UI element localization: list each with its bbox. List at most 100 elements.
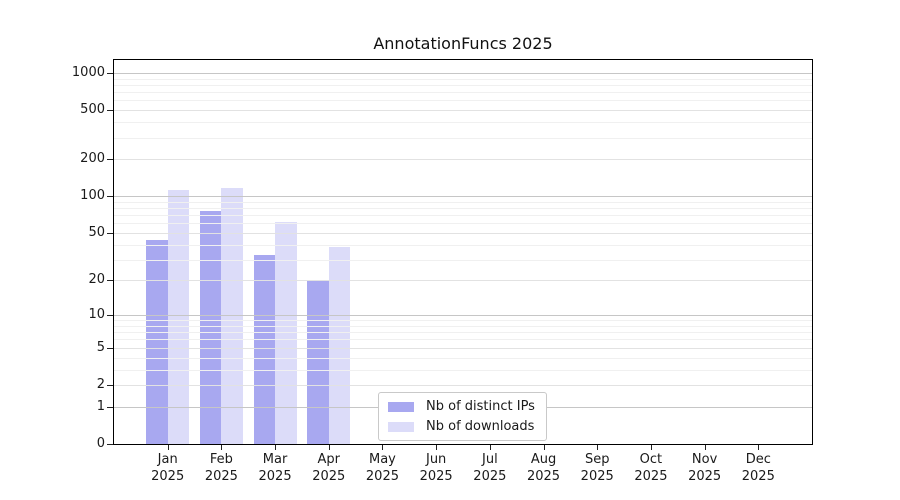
- bar-downloads-feb: [221, 188, 243, 444]
- x-tick-label-year: 2025: [365, 469, 399, 484]
- gridline-y-90: [114, 202, 812, 203]
- x-tick-label-month: Apr: [317, 452, 341, 467]
- x-tick-label-aug: Aug 2025: [512, 451, 576, 485]
- x-tick-jun: [436, 445, 438, 450]
- x-tick-label-year: 2025: [473, 469, 507, 484]
- x-tick-label-oct: Oct 2025: [619, 451, 683, 485]
- gridline-y-100: [114, 196, 812, 197]
- bar-ips-feb: [199, 211, 222, 444]
- x-tick-may: [382, 445, 384, 450]
- y-tick-1: [107, 406, 113, 408]
- x-tick-label-month: Oct: [639, 452, 663, 467]
- x-tick-label-feb: Feb 2025: [189, 451, 253, 485]
- y-tick-20: [107, 280, 113, 282]
- gridline-y-3: [114, 370, 812, 371]
- y-tick-label-20: 20: [88, 272, 105, 288]
- x-tick-label-jun: Jun 2025: [404, 451, 468, 485]
- gridline-y-900: [114, 79, 812, 80]
- x-tick-label-year: 2025: [526, 469, 561, 484]
- y-tick-200: [107, 159, 113, 161]
- legend-swatch-ips: [388, 401, 414, 412]
- x-tick-label-month: Dec: [745, 452, 771, 467]
- gridline-y-50: [114, 233, 812, 234]
- x-tick-label-month: Jan: [157, 452, 178, 467]
- x-tick-label-jul: Jul 2025: [458, 451, 522, 485]
- x-tick-label-year: 2025: [688, 469, 722, 484]
- legend-item-distinct-ips: Nb of distinct IPs: [379, 398, 546, 415]
- x-tick-jan: [167, 445, 169, 450]
- x-tick-label-month: Jul: [482, 452, 498, 467]
- x-tick-label-jan: Jan 2025: [136, 451, 200, 485]
- y-tick-label-0: 0: [96, 436, 105, 451]
- x-tick-label-apr: Apr 2025: [297, 451, 361, 485]
- gridline-y-800: [114, 85, 812, 86]
- y-tick-label-200: 200: [80, 151, 105, 167]
- plot-area: [113, 59, 813, 445]
- gridline-y-9: [114, 320, 812, 321]
- bar-ips-mar: [253, 254, 276, 444]
- y-tick-5: [107, 347, 113, 349]
- bar-ips-apr: [307, 280, 329, 444]
- x-tick-label-year: 2025: [258, 469, 292, 484]
- x-tick-label-month: Aug: [530, 452, 557, 467]
- x-tick-apr: [328, 445, 330, 450]
- gridline-y-8: [114, 326, 812, 327]
- gridline-y-400: [114, 122, 812, 123]
- x-tick-label-year: 2025: [312, 469, 346, 484]
- gridline-y-700: [114, 92, 812, 93]
- x-tick-sep: [597, 445, 599, 450]
- x-tick-label-year: 2025: [419, 469, 453, 484]
- x-tick-label-month: Jun: [425, 452, 447, 467]
- y-tick-10: [107, 315, 113, 317]
- y-tick-label-2: 2: [96, 376, 105, 392]
- y-tick-label-100: 100: [80, 188, 105, 204]
- bar-downloads-mar: [275, 222, 297, 444]
- x-tick-aug: [543, 445, 545, 450]
- gridline-y-80: [114, 208, 812, 209]
- gridline-y-70: [114, 215, 812, 216]
- x-tick-label-dec: Dec 2025: [726, 451, 790, 485]
- x-tick-label-mar: Mar 2025: [243, 451, 307, 485]
- x-tick-label-month: Nov: [691, 452, 718, 467]
- plot-canvas: [114, 60, 812, 444]
- y-tick-100: [107, 196, 113, 198]
- gridline-y-40: [114, 245, 812, 246]
- gridline-y-500: [114, 110, 812, 111]
- bar-downloads-jan: [167, 190, 190, 444]
- y-tick-label-10: 10: [88, 307, 105, 323]
- gridline-y-4: [114, 358, 812, 359]
- y-tick-label-1000: 1000: [71, 64, 105, 80]
- bar-downloads-apr: [328, 247, 351, 444]
- gridline-y-200: [114, 159, 812, 160]
- x-tick-label-may: May 2025: [350, 451, 414, 485]
- x-tick-label-month: May: [369, 452, 396, 467]
- y-tick-label-1: 1: [96, 398, 105, 414]
- y-tick-50: [107, 232, 113, 234]
- x-tick-jul: [489, 445, 491, 450]
- x-tick-nov: [704, 445, 706, 450]
- x-tick-dec: [758, 445, 760, 450]
- gridline-y-7: [114, 332, 812, 333]
- gridline-y-10: [114, 315, 812, 316]
- gridline-y-20: [114, 280, 812, 281]
- legend-item-downloads: Nb of downloads: [379, 418, 546, 435]
- x-tick-label-month: Feb: [209, 452, 233, 467]
- x-tick-label-year: 2025: [634, 469, 668, 484]
- x-tick-label-year: 2025: [580, 469, 614, 484]
- x-tick-label-sep: Sep 2025: [565, 451, 629, 485]
- gridline-y-6: [114, 339, 812, 340]
- legend-swatch-downloads: [388, 421, 414, 432]
- legend-label-downloads: Nb of downloads: [426, 419, 535, 434]
- y-tick-0: [107, 444, 113, 445]
- x-tick-label-year: 2025: [741, 469, 775, 484]
- gridline-y-600: [114, 100, 812, 101]
- y-tick-2: [107, 384, 113, 386]
- bar-ips-jan: [146, 239, 168, 444]
- gridline-y-5: [114, 348, 812, 349]
- legend: Nb of distinct IPs Nb of downloads: [378, 392, 547, 441]
- gridline-y-2: [114, 385, 812, 386]
- legend-label-distinct-ips: Nb of distinct IPs: [426, 399, 535, 414]
- y-tick-500: [107, 110, 113, 112]
- gridline-y-60: [114, 223, 812, 224]
